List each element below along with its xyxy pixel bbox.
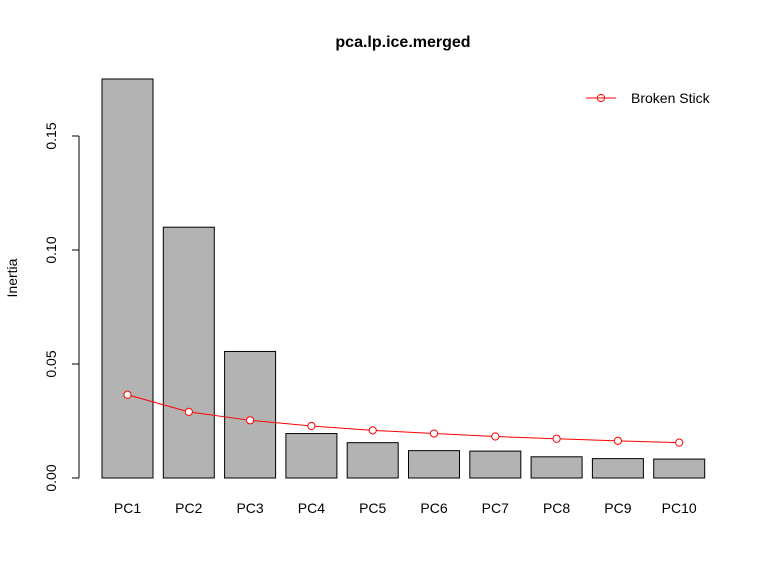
broken-stick-segment-4 (311, 425, 373, 431)
broken-stick-point-pc10 (675, 438, 684, 447)
y-tick-label-2: 0.10 (43, 236, 59, 263)
broken-stick-point-pc7 (491, 432, 500, 441)
broken-stick-point-pc5 (368, 426, 377, 435)
bar-pc1 (101, 78, 154, 479)
x-tick-label-pc7: PC7 (482, 500, 509, 516)
chart-title: pca.lp.ice.merged (335, 34, 470, 51)
x-tick-labels: PC1 PC2 PC3 PC4 PC5 PC6 PC7 PC8 PC9 PC10 (114, 500, 697, 516)
legend-label-broken-stick: Broken Stick (631, 90, 711, 106)
broken-stick-point-pc6 (429, 429, 439, 438)
broken-stick-point-pc2 (184, 407, 193, 416)
x-tick-label-pc5: PC5 (359, 500, 386, 516)
y-tick-label-1: 0.05 (43, 350, 59, 377)
x-tick-label-pc6: PC6 (420, 500, 447, 516)
broken-stick-segment-9 (617, 440, 680, 444)
legend-marker-swatch (596, 93, 606, 103)
bar-pc6 (408, 450, 460, 479)
x-tick-label-pc4: PC4 (298, 500, 325, 516)
x-tick-label-pc2: PC2 (175, 500, 202, 516)
y-axis-title: Inertia (4, 258, 20, 297)
x-tick-label-pc1: PC1 (114, 500, 141, 516)
broken-stick-point-pc1 (123, 390, 132, 399)
broken-stick-segment-6 (433, 433, 496, 438)
bars (101, 78, 706, 479)
broken-stick-point-pc3 (246, 416, 255, 425)
broken-stick-point-pc8 (552, 434, 561, 443)
bar-pc3 (224, 350, 277, 479)
bar-pc9 (591, 458, 644, 479)
bar-pc4 (285, 433, 338, 479)
x-tick-label-pc3: PC3 (236, 500, 263, 516)
broken-stick-segment-3 (250, 419, 312, 427)
broken-stick-series (123, 390, 684, 447)
bar-pc2 (162, 226, 215, 479)
broken-stick-point-pc4 (307, 421, 316, 431)
bar-pc7 (469, 450, 522, 479)
x-tick-label-pc8: PC8 (543, 500, 570, 516)
x-tick-label-pc10: PC10 (662, 500, 697, 516)
broken-stick-point-pc9 (613, 436, 623, 445)
broken-stick-segment-5 (372, 429, 435, 435)
broken-stick-segment-2 (188, 411, 251, 421)
broken-stick-segment-8 (556, 438, 618, 442)
broken-stick-segment-1 (127, 394, 189, 413)
y-tick-label-0: 0.00 (43, 464, 59, 491)
bar-pc5 (346, 442, 399, 479)
bar-pc8 (530, 456, 583, 479)
legend: Broken Stick (586, 90, 711, 106)
x-tick-label-pc9: PC9 (604, 500, 631, 516)
y-tick-label-3: 0.15 (43, 122, 59, 149)
y-axis: 0.00 0.05 0.10 0.15 (43, 122, 80, 492)
broken-stick-segment-7 (495, 436, 557, 440)
bar-pc10 (653, 458, 706, 479)
